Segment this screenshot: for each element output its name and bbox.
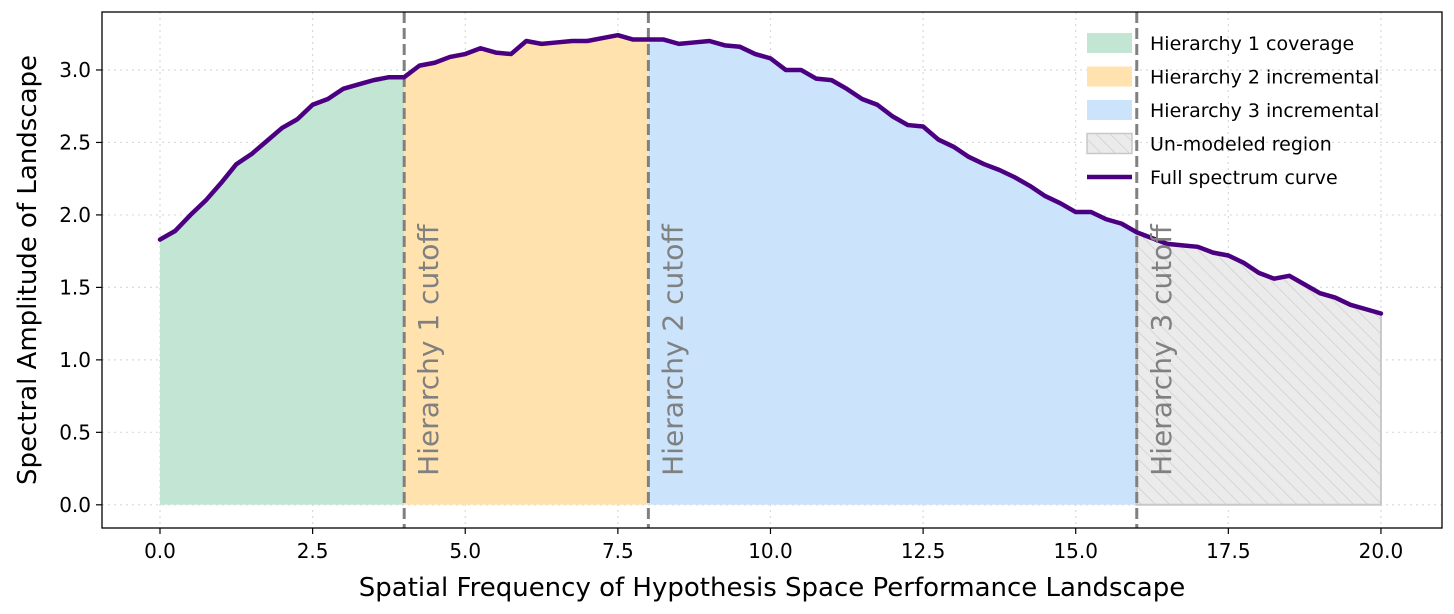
x-tick-label: 0.0 <box>144 539 176 563</box>
cutoff-label-2: Hierarchy 2 cutoff <box>656 224 689 476</box>
y-tick-label: 1.5 <box>59 275 91 299</box>
legend-label: Hierarchy 3 incremental <box>1150 100 1379 122</box>
x-tick-label: 5.0 <box>449 539 481 563</box>
y-tick-label: 1.0 <box>59 348 91 372</box>
legend-swatch-h3 <box>1087 100 1132 120</box>
legend-swatch-h2 <box>1087 66 1132 87</box>
y-tick-label: 3.0 <box>59 58 91 82</box>
legend-label: Un-modeled region <box>1150 134 1332 156</box>
y-tick-label: 2.0 <box>59 203 91 227</box>
legend-label: Hierarchy 2 incremental <box>1150 67 1379 89</box>
y-tick-label: 0.0 <box>59 493 91 517</box>
cutoffs <box>402 12 1139 528</box>
legend-label: Hierarchy 1 coverage <box>1150 33 1354 55</box>
legend-label: Full spectrum curve <box>1150 167 1338 189</box>
x-tick-label: 20.0 <box>1359 539 1404 563</box>
x-axis-ticks: 0.0 2.5 5.0 7.5 10.0 12.5 15.0 17.5 20.0 <box>144 528 1403 563</box>
y-axis-ticks: 0.0 0.5 1.0 1.5 2.0 2.5 3.0 <box>59 58 102 517</box>
full-spectrum-curve <box>157 32 1384 316</box>
legend: Hierarchy 1 coverage Hierarchy 2 incremen… <box>1086 33 1379 189</box>
y-axis-label: Spectral Amplitude of Landscape <box>13 55 43 485</box>
cutoff-label-1: Hierarchy 1 cutoff <box>412 224 445 476</box>
plot-frame <box>101 11 1443 529</box>
region-h2 <box>404 35 649 505</box>
x-tick-label: 7.5 <box>602 539 634 563</box>
y-tick-label: 0.5 <box>59 420 91 444</box>
curve-layer <box>157 32 1384 316</box>
x-axis-label: Spatial Frequency of Hypothesis Space Pe… <box>359 573 1185 603</box>
x-tick-label: 12.5 <box>901 539 946 563</box>
cutoff-label-3: Hierarchy 3 cutoff <box>1145 224 1178 476</box>
region-h1 <box>159 77 405 505</box>
region-h3 <box>648 39 1137 505</box>
legend-swatch-unmodeled <box>1086 132 1133 155</box>
x-tick-label: 15.0 <box>1053 539 1098 563</box>
x-tick-label: 17.5 <box>1206 539 1251 563</box>
x-tick-label: 2.5 <box>297 539 329 563</box>
cutoff-labels: Hierarchy 1 cutoff Hierarchy 2 cutoff Hier… <box>412 224 1178 476</box>
y-tick-label: 2.5 <box>59 130 91 154</box>
x-tick-label: 10.0 <box>748 539 793 563</box>
legend-swatch-h1 <box>1087 33 1132 53</box>
